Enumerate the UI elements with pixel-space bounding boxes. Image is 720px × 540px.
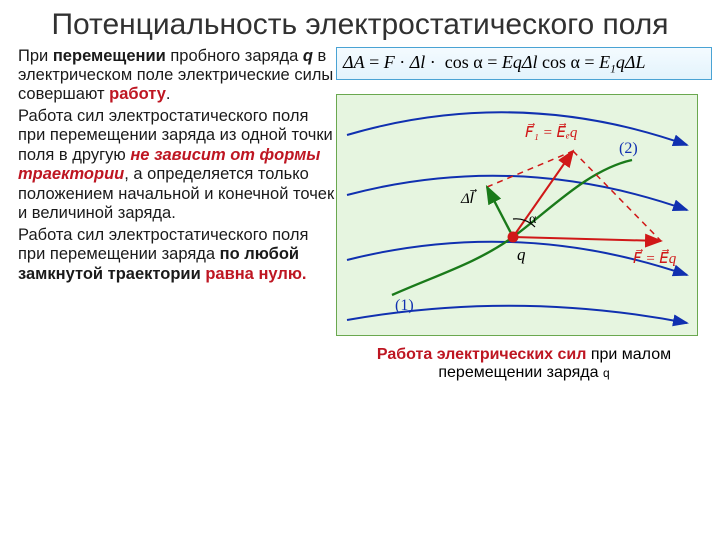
f-eq2: = xyxy=(483,52,502,72)
label-alpha: α xyxy=(529,212,537,227)
f-eq1: = xyxy=(365,52,384,72)
p1-f: . xyxy=(166,85,171,103)
figure-column: ΔA = F · Δl · cos α = EqΔl cos α = E1qΔL xyxy=(336,47,712,383)
p3-d: равна нулю. xyxy=(205,265,306,283)
fieldline-2 xyxy=(347,176,687,210)
f-eq3: = xyxy=(580,52,599,72)
f-Eq: Eq xyxy=(502,52,522,72)
slide-body: При перемещении пробного заряда q в элек… xyxy=(0,43,720,383)
vec-F xyxy=(513,237,661,241)
label-2: (2) xyxy=(619,140,638,157)
f-dot2: · xyxy=(425,52,445,72)
p1-q: q xyxy=(303,47,313,65)
charge-dot xyxy=(508,232,519,243)
label-F: F⃗ = E⃗q xyxy=(633,248,677,267)
p1-a: При xyxy=(18,47,53,65)
p1-b: перемещении xyxy=(53,47,166,65)
f-F: F xyxy=(384,52,395,72)
label-dl: Δl⃗ xyxy=(460,188,477,207)
cap-c: q xyxy=(603,366,610,380)
text-column: При перемещении пробного заряда q в элек… xyxy=(18,47,336,383)
paragraph-1: При перемещении пробного заряда q в элек… xyxy=(18,47,336,105)
vec-dl xyxy=(487,187,513,237)
f-dl2: Δl xyxy=(522,52,538,72)
f-dL: ΔL xyxy=(625,52,646,72)
slide: Потенциальность электростатического поля… xyxy=(0,0,720,540)
diagram: (1) (2) q α Δl⃗ F⃗₁ = E⃗ₑq F⃗ = E⃗q xyxy=(336,94,698,336)
label-q: q xyxy=(517,245,526,264)
formula: ΔA = F · Δl · cos α = EqΔl cos α = E1qΔL xyxy=(336,47,712,81)
f-cos2: cos α xyxy=(542,52,580,72)
paragraph-2: Работа сил электростатического поля при … xyxy=(18,107,336,224)
caption: Работа электрических сил при малом перем… xyxy=(336,346,712,382)
label-1: (1) xyxy=(395,297,414,314)
cap-a: Работа электрических сил xyxy=(377,346,587,363)
f-cos: cos α xyxy=(445,52,483,72)
slide-title: Потенциальность электростатического поля xyxy=(0,0,720,43)
f-E1: E1q xyxy=(599,52,625,72)
f-dA: ΔA xyxy=(343,52,365,72)
diagram-svg: (1) (2) q α Δl⃗ F⃗₁ = E⃗ₑq F⃗ = E⃗q xyxy=(337,95,697,335)
f-dot1: · xyxy=(395,52,410,72)
p1-e: работу xyxy=(109,85,166,103)
p1-c: пробного заряда xyxy=(166,47,303,65)
label-F1: F⃗₁ = E⃗ₑq xyxy=(525,122,578,141)
paragraph-3: Работа сил электростатического поля при … xyxy=(18,226,336,284)
f-dl: Δl xyxy=(410,52,426,72)
